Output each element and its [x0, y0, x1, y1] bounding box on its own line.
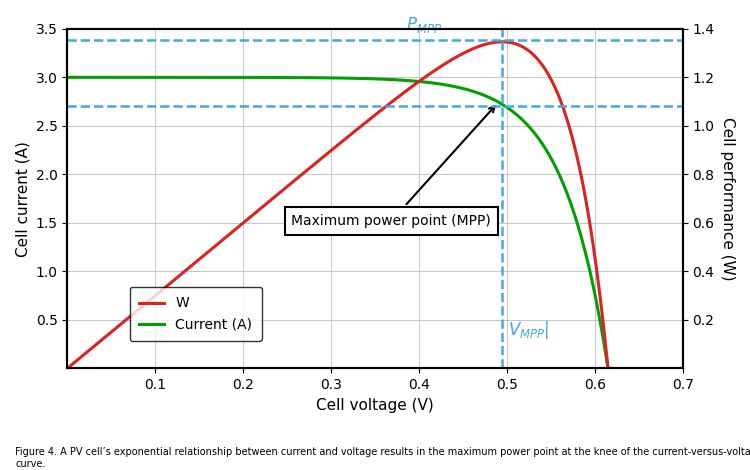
Text: $P_{MPP}$: $P_{MPP}$: [406, 15, 442, 35]
Y-axis label: Cell performance (W): Cell performance (W): [720, 117, 735, 281]
Legend: W, Current (A): W, Current (A): [130, 287, 262, 341]
Text: Figure 4. A PV cell’s exponential relationship between current and voltage resul: Figure 4. A PV cell’s exponential relati…: [15, 447, 750, 469]
Text: Maximum power point (MPP): Maximum power point (MPP): [292, 106, 495, 228]
Text: $V_{MPP}$|: $V_{MPP}$|: [508, 319, 549, 341]
X-axis label: Cell voltage (V): Cell voltage (V): [316, 398, 434, 413]
Y-axis label: Cell current (A): Cell current (A): [15, 141, 30, 257]
